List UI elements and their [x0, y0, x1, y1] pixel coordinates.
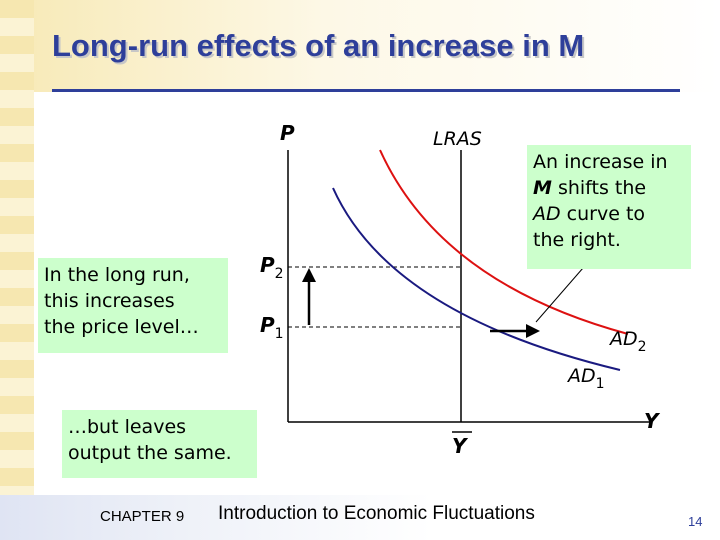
- title-underline: [52, 89, 680, 92]
- note-right-line4: the right.: [533, 229, 621, 251]
- p1-label: P1: [260, 313, 284, 342]
- p2-label-sub: 2: [275, 266, 284, 282]
- p2-label-main: P: [260, 253, 275, 277]
- note-right-line3-rest: curve to: [560, 203, 646, 225]
- ad1-label-sub: 1: [596, 376, 605, 392]
- ad2-curve: [379, 149, 629, 335]
- note-left-line1: In the long run,: [44, 264, 190, 286]
- ad2-label-sub: 2: [638, 339, 647, 355]
- lras-label: LRAS: [433, 128, 482, 150]
- y-axis-label: P: [280, 121, 295, 145]
- ad1-label-main: AD: [566, 365, 596, 387]
- note-right-line3: AD curve to: [533, 201, 685, 227]
- note-right-line2: M shifts the: [533, 175, 685, 201]
- note-right-ad: AD: [533, 203, 561, 225]
- title-band: [0, 0, 720, 92]
- note-bottom-line1: …but leaves: [68, 416, 187, 438]
- x-axis-label: Y: [644, 409, 661, 433]
- ad2-label-main: AD: [608, 328, 638, 350]
- slide-title: Long-run effects of an increase in M: [52, 28, 585, 63]
- page-number: 14: [688, 514, 703, 529]
- price-increase-arrowhead: [302, 268, 316, 282]
- natural-output-label: Y: [452, 434, 469, 458]
- ad1-label: AD1: [566, 365, 605, 392]
- ad1-curve: [332, 187, 621, 371]
- note-bottom-line2: output the same.: [68, 442, 232, 464]
- note-right-line1: An increase in: [533, 151, 668, 173]
- note-left-line2: this increases: [44, 290, 175, 312]
- note-right-line2-rest: shifts the: [551, 177, 647, 199]
- footer-title: Introduction to Economic Fluctuations: [218, 503, 535, 524]
- footer-chapter: CHAPTER 9: [100, 508, 185, 525]
- note-left-line3: the price level…: [44, 316, 199, 338]
- p1-label-main: P: [260, 313, 275, 337]
- decorative-stripe: [0, 0, 34, 540]
- footer-band: [0, 495, 720, 540]
- note-price-level: In the long run, this increases the pric…: [38, 258, 228, 353]
- p2-label: P2: [260, 253, 284, 282]
- note-ad-shift: An increase in M shifts the AD curve to …: [527, 145, 691, 269]
- callout-line: [535, 267, 584, 323]
- ad2-label: AD2: [608, 328, 647, 355]
- note-right-m: M: [533, 177, 552, 199]
- note-output-same: …but leaves output the same.: [62, 410, 257, 478]
- p1-label-sub: 1: [275, 326, 284, 342]
- ad-shift-arrowhead: [526, 324, 540, 338]
